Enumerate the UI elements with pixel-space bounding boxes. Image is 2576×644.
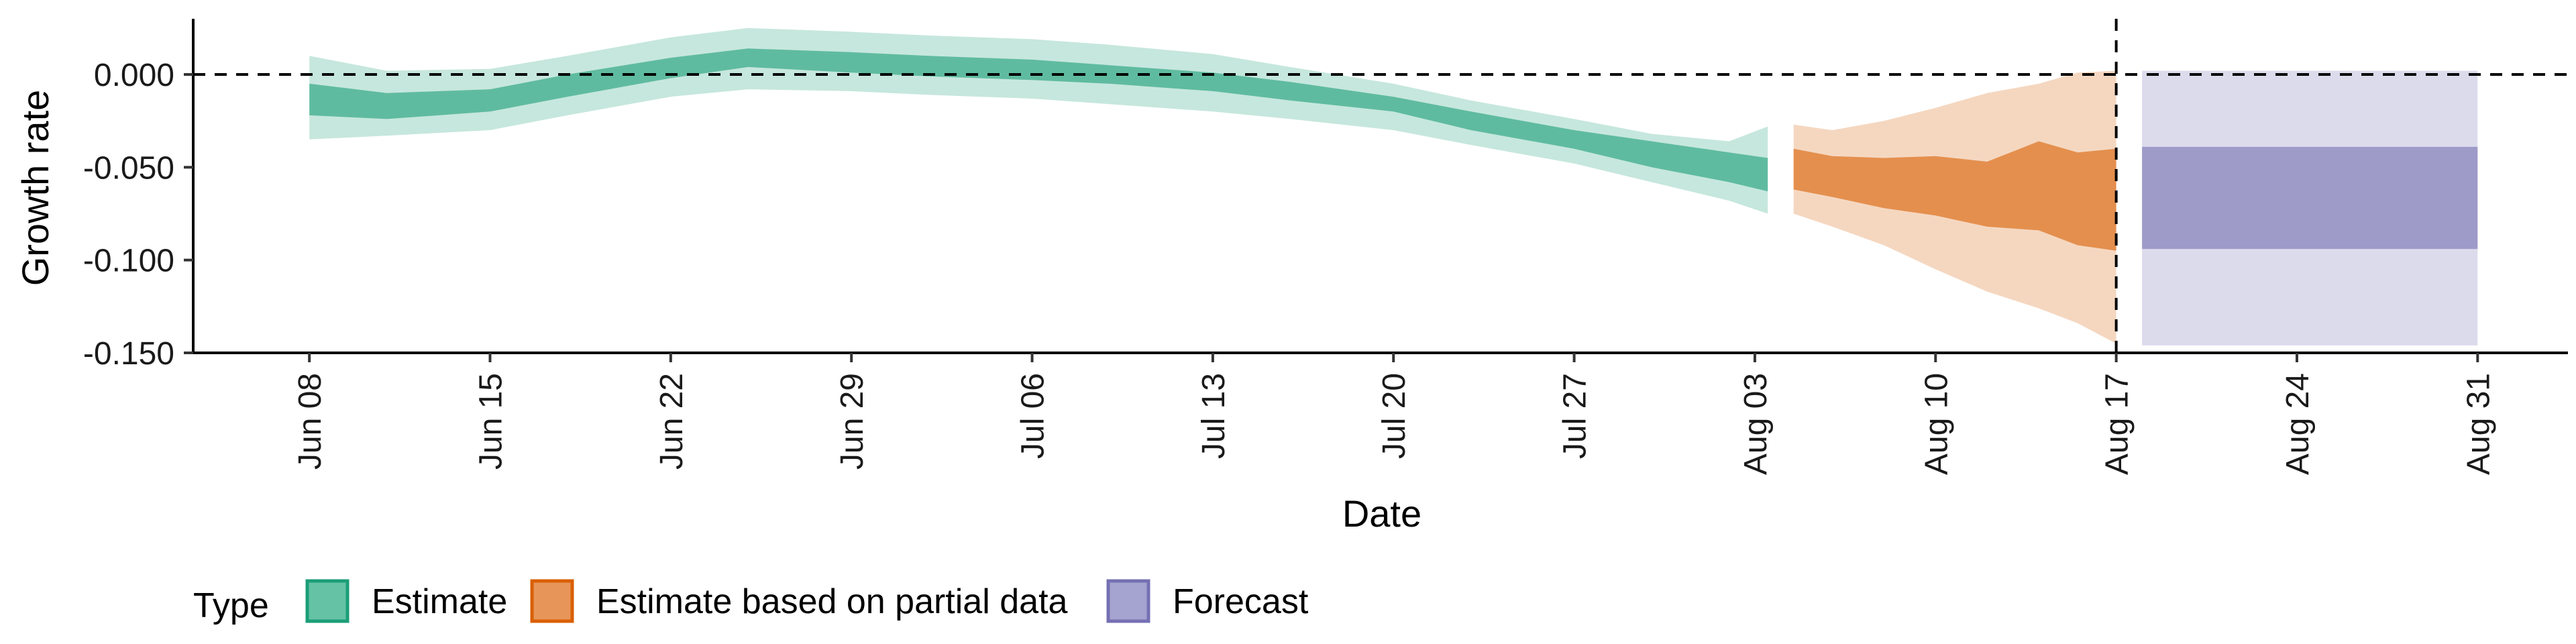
estimate-based-on-partial-data-50-interval — [1793, 141, 2116, 251]
y-tick-label: 0.000 — [94, 58, 174, 93]
x-tick-label: Jun 22 — [654, 373, 690, 470]
x-tick-label: Jun 29 — [835, 373, 870, 470]
x-tick-label: Jul 13 — [1196, 373, 1232, 459]
x-tick-label: Jun 15 — [474, 373, 509, 470]
legend: Type Estimate Estimate based on partial d… — [193, 579, 1309, 625]
y-axis-title: Growth rate — [14, 90, 56, 286]
legend-key-estimate-based-on-partial-data — [530, 579, 574, 623]
x-tick-label: Jun 08 — [292, 373, 328, 470]
x-tick-label: Aug 03 — [1738, 373, 1774, 475]
estimate-50-interval — [309, 48, 1768, 192]
legend-key-forecast — [1106, 579, 1150, 623]
x-tick-label: Aug 10 — [1919, 373, 1954, 475]
x-axis-ticks: Jun 08 Jun 15 Jun 22 Jun 29 Jul 06 Jul 13 Jul … — [292, 353, 2496, 475]
legend-title: Type — [193, 586, 269, 625]
x-tick-label: Jul 20 — [1377, 373, 1412, 459]
forecast-50-interval — [2142, 146, 2478, 250]
x-tick-label: Jul 06 — [1016, 373, 1051, 459]
legend-label-estimate: Estimate — [372, 582, 507, 621]
legend-key-estimate — [305, 579, 350, 623]
x-tick-label: Aug 31 — [2461, 373, 2496, 475]
y-tick-label: -0.150 — [83, 336, 174, 372]
legend-label-forecast: Forecast — [1173, 582, 1309, 621]
y-tick-label: -0.050 — [83, 150, 174, 186]
x-tick-label: Aug 17 — [2100, 373, 2135, 475]
estimate-90-interval — [309, 28, 1768, 214]
x-tick-label: Jul 27 — [1558, 373, 1593, 459]
legend-label-estimate-based-on-partial-data: Estimate based on partial data — [596, 582, 1068, 621]
reference-lines — [193, 19, 2568, 353]
x-tick-label: Aug 24 — [2280, 373, 2316, 475]
y-tick-label: -0.100 — [83, 244, 174, 279]
y-axis-ticks: 0.000 -0.050 -0.100 -0.150 — [83, 58, 193, 372]
x-axis-title: Date — [1342, 492, 1421, 535]
